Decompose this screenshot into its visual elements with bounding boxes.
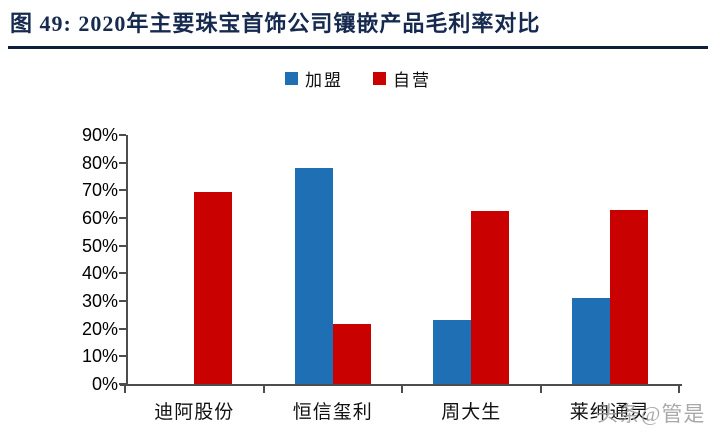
y-tick-mark	[119, 189, 126, 192]
bar-加盟-周大生	[433, 320, 472, 384]
chart-legend: 加盟 自营	[0, 66, 716, 91]
legend-swatch-icon	[373, 72, 386, 85]
y-tick-label: 0%	[91, 374, 118, 394]
y-tick-label: 70%	[81, 180, 118, 201]
bar-自营-莱绅通灵	[609, 209, 648, 384]
y-axis-line	[126, 135, 128, 386]
x-category-label-周大生: 周大生	[441, 402, 502, 423]
y-tick-mark	[119, 300, 126, 302]
y-tick-label: 20%	[81, 318, 118, 339]
x-tick-mark	[401, 386, 403, 393]
x-tick-mark	[678, 386, 680, 393]
y-tick-mark	[119, 327, 126, 330]
bar-自营-迪阿股份	[194, 191, 233, 384]
bar-加盟-恒信玺利	[294, 167, 333, 384]
legend-swatch-icon	[285, 72, 298, 85]
chart-title: 图 49: 2020年主要珠宝首饰公司镶嵌产品毛利率对比	[10, 11, 541, 36]
title-underline	[8, 46, 708, 49]
y-tick-mark	[119, 217, 126, 219]
y-tick-label: 40%	[81, 263, 118, 284]
legend-item-加盟: 加盟	[285, 66, 343, 91]
y-tick-label: 90%	[81, 125, 118, 145]
y-tick-label: 60%	[81, 208, 118, 228]
y-tick-mark	[119, 355, 126, 358]
y-tick-mark	[119, 134, 126, 136]
y-tick-label: 30%	[81, 291, 118, 311]
bar-自营-恒信玺利	[332, 323, 371, 384]
y-tick-label: 80%	[81, 152, 118, 173]
x-tick-mark	[539, 386, 542, 393]
legend-label: 加盟	[305, 71, 343, 90]
x-axis-line	[120, 384, 682, 386]
bar-加盟-莱绅通灵	[571, 298, 610, 384]
x-category-label-迪阿股份: 迪阿股份	[154, 402, 235, 423]
y-tick-mark	[119, 161, 126, 164]
x-tick-mark	[262, 386, 265, 393]
y-tick-mark	[119, 272, 126, 275]
x-category-label-莱绅通灵: 莱绅通灵	[569, 402, 650, 423]
y-tick-mark	[119, 244, 126, 247]
x-category-label-恒信玺利: 恒信玺利	[292, 402, 373, 423]
bar-自营-周大生	[471, 211, 510, 384]
legend-item-自营: 自营	[373, 66, 431, 91]
legend-label: 自营	[393, 71, 431, 90]
x-tick-mark	[124, 386, 126, 393]
y-tick-label: 50%	[81, 235, 118, 256]
y-tick-label: 10%	[81, 346, 118, 367]
y-tick-mark	[119, 383, 126, 385]
watermark-text: 头条@管是	[597, 402, 706, 426]
